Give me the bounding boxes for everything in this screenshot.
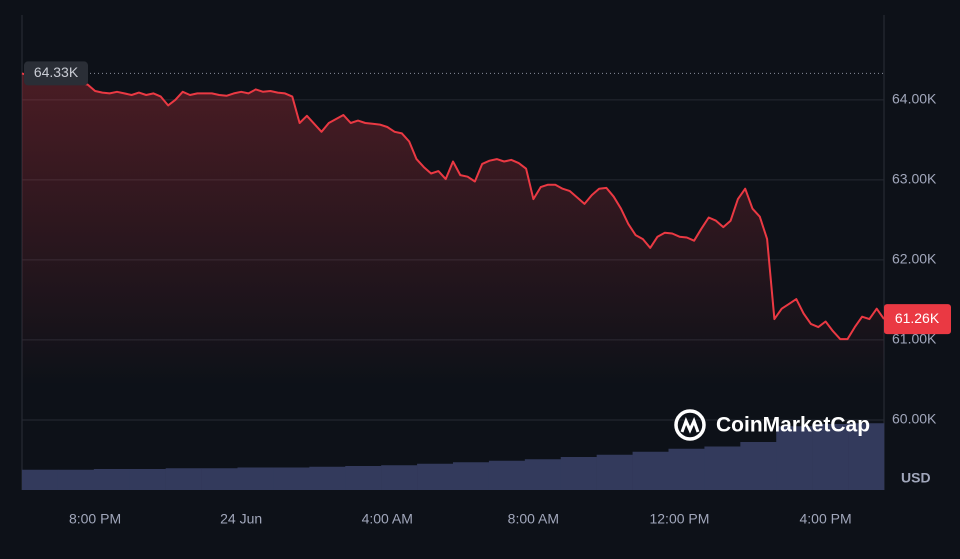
- watermark-text: CoinMarketCap: [716, 414, 870, 437]
- x-tick-label: 8:00 PM: [69, 511, 121, 527]
- open-label: 64.33K: [24, 61, 88, 86]
- last-price-box: [884, 304, 951, 335]
- y-tick-label: 60.00K: [892, 411, 937, 427]
- y-tick-label: 61.00K: [892, 331, 937, 347]
- y-tick-label: 63.00K: [892, 171, 937, 187]
- open-label-box: [24, 61, 88, 86]
- x-tick-label: 4:00 PM: [799, 511, 851, 527]
- watermark-logo: [674, 409, 706, 441]
- open-label-text: 64.33K: [34, 64, 79, 80]
- y-tick-label: 62.00K: [892, 251, 937, 267]
- x-tick-label: 12:00 PM: [649, 511, 709, 527]
- last-price-text: 61.26K: [895, 310, 940, 326]
- watermark-logo-mark: [680, 416, 700, 434]
- last-price-label: 61.26K: [884, 304, 951, 335]
- y-tick-label: 64.00K: [892, 91, 937, 107]
- price-line: [21, 72, 885, 341]
- x-tick-label: 4:00 AM: [362, 511, 413, 527]
- price-area: [22, 73, 884, 491]
- watermark: CoinMarketCap: [674, 409, 870, 441]
- x-tick-label: 8:00 AM: [508, 511, 559, 527]
- x-tick-label: 24 Jun: [220, 511, 262, 527]
- y-unit-label: USD: [901, 470, 931, 486]
